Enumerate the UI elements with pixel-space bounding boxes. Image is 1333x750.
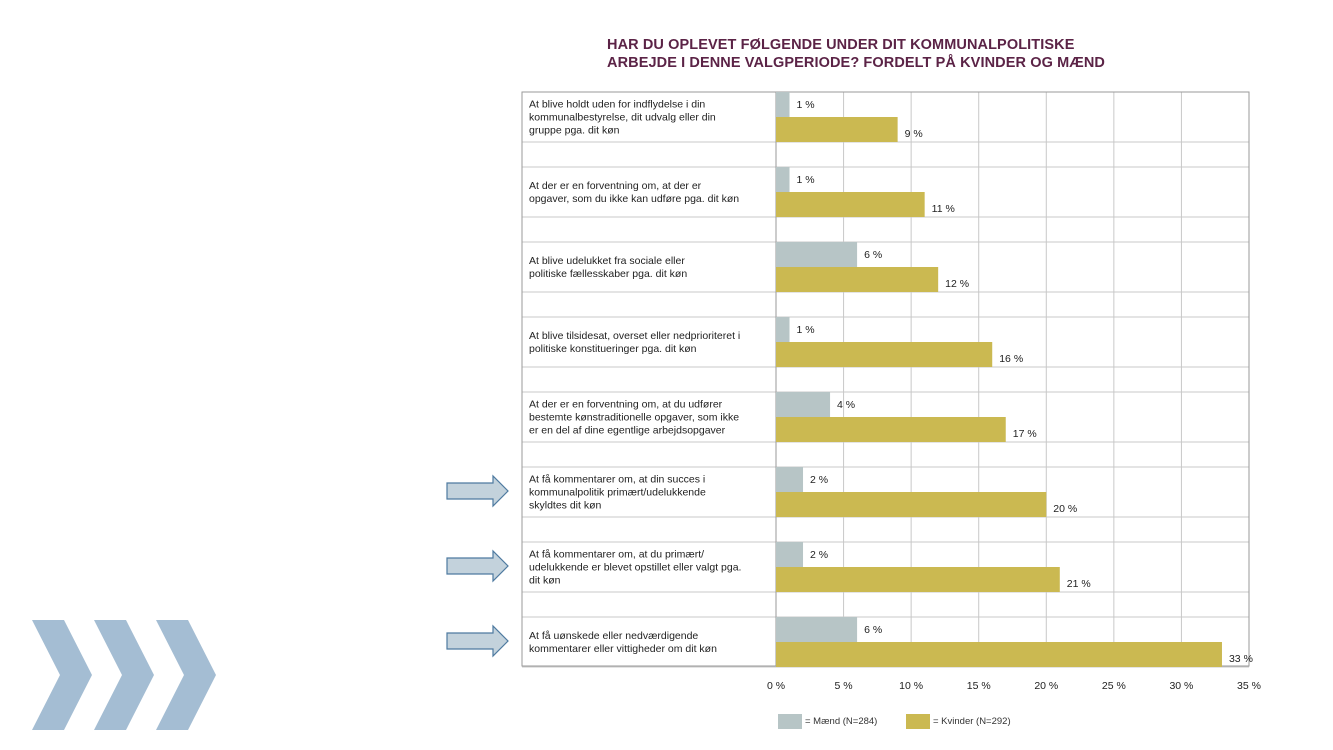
x-tick-label: 35 % xyxy=(1237,680,1261,692)
category-label-line: opgaver, som du ikke kan udføre pga. dit… xyxy=(529,193,739,205)
chart-title-line-1: HAR DU OPLEVET FØLGENDE UNDER DIT KOMMUN… xyxy=(607,37,1075,53)
bar-value-label: 6 % xyxy=(864,249,882,261)
category-label-line: kommentarer eller vittigheder om dit køn xyxy=(529,643,717,655)
category-label-line: politiske konstitueringer pga. dit køn xyxy=(529,343,697,355)
bar-maend xyxy=(776,617,858,642)
bar-maend xyxy=(776,317,790,342)
category-label: At der er en forventning om, at der er op… xyxy=(529,180,739,205)
bar-value-label: 2 % xyxy=(810,549,828,561)
bar-kvinder xyxy=(776,117,898,142)
bar-kvinder xyxy=(776,642,1222,667)
legend-label-maend: = Mænd (N=284) xyxy=(805,716,878,727)
category-label-line: At blive tilsidesat, overset eller nedpr… xyxy=(529,330,740,342)
bar-value-label: 9 % xyxy=(905,128,923,140)
x-tick-label: 15 % xyxy=(967,680,991,692)
category-label-line: At blive udelukket fra sociale eller xyxy=(529,255,685,267)
bar-value-label: 1 % xyxy=(797,174,815,186)
category-label-line: At der er en forventning om, at der er xyxy=(529,180,702,192)
row-spacer xyxy=(522,517,1249,542)
x-tick-label: 0 % xyxy=(767,680,785,692)
row-spacer xyxy=(522,292,1249,317)
chart-title-line-2: ARBEJDE I DENNE VALGPERIODE? FORDELT PÅ … xyxy=(607,55,1105,71)
category-label-line: At der er en forventning om, at du udfør… xyxy=(529,399,723,411)
row-spacer xyxy=(522,142,1249,167)
legend-item-kvinder: = Kvinder (N=292) xyxy=(906,714,1011,729)
category-label: At få uønskede eller nedværdigende kommen… xyxy=(529,630,717,655)
category-label-line: udelukkende er blevet opstillet eller va… xyxy=(529,562,741,574)
row-spacer xyxy=(522,667,1249,692)
x-tick-label: 25 % xyxy=(1102,680,1126,692)
bar-maend xyxy=(776,92,790,117)
category-label-line: dit køn xyxy=(529,575,561,587)
chevron-decoration xyxy=(32,620,216,730)
category-label: At blive holdt uden for indflydelse i di… xyxy=(529,99,716,137)
category-label-line: At få kommentarer om, at du primært/ xyxy=(529,549,704,561)
chevron-right-icon xyxy=(156,620,216,730)
right-arrow-icon xyxy=(446,549,509,583)
category-label-line: skyldtes dit køn xyxy=(529,500,602,512)
bar-maend xyxy=(776,392,831,417)
bar-maend xyxy=(776,542,804,567)
bar-kvinder xyxy=(776,567,1060,592)
bar-value-label: 11 % xyxy=(932,203,955,215)
chart-title: HAR DU OPLEVET FØLGENDE UNDER DIT KOMMUN… xyxy=(607,36,1207,72)
category-label-line: At få uønskede eller nedværdigende xyxy=(529,630,698,642)
category-label: At få kommentarer om, at du primært/udel… xyxy=(529,549,741,587)
legend-swatch-kvinder xyxy=(906,714,930,729)
legend-label-kvinder: = Kvinder (N=292) xyxy=(933,716,1011,727)
bar-value-label: 16 % xyxy=(999,353,1023,365)
right-arrow-icon xyxy=(446,624,509,658)
chevron-right-icon xyxy=(94,620,154,730)
bar-maend xyxy=(776,467,804,492)
row-spacer xyxy=(522,592,1249,617)
bar-value-label: 6 % xyxy=(864,624,882,636)
category-label-line: kommunalpolitik primært/udelukkende xyxy=(529,487,706,499)
category-label-line: politiske fællesskaber pga. dit køn xyxy=(529,268,687,280)
row-spacer xyxy=(522,217,1249,242)
bar-value-label: 1 % xyxy=(797,324,815,336)
bar-value-label: 4 % xyxy=(837,399,855,411)
bar-maend xyxy=(776,167,790,192)
row-spacer xyxy=(522,367,1249,392)
bar-value-label: 12 % xyxy=(945,278,969,290)
legend-item-maend: = Mænd (N=284) xyxy=(778,714,877,729)
bar-value-label: 17 % xyxy=(1013,428,1037,440)
right-arrow-icon xyxy=(446,474,509,508)
x-tick-label: 20 % xyxy=(1034,680,1058,692)
category-label-line: kommunalbestyrelse, dit udvalg eller din xyxy=(529,112,716,124)
bar-kvinder xyxy=(776,342,993,367)
category-label-line: At blive holdt uden for indflydelse i di… xyxy=(529,99,705,111)
category-label-line: bestemte kønstraditionelle opgaver, som … xyxy=(529,412,739,424)
bar-value-label: 20 % xyxy=(1053,503,1077,515)
category-label-line: er en del af dine egentlige arbejdsopgav… xyxy=(529,425,726,437)
category-label: At blive tilsidesat, overset eller nedpr… xyxy=(529,330,740,355)
bar-maend xyxy=(776,242,858,267)
bar-kvinder xyxy=(776,417,1006,442)
category-label: At der er en forventning om, at du udfør… xyxy=(529,399,739,437)
bar-kvinder xyxy=(776,267,939,292)
category-label: At få kommentarer om, at din succes i kom… xyxy=(529,474,706,512)
bar-kvinder xyxy=(776,192,925,217)
row-spacer xyxy=(522,442,1249,467)
bar-value-label: 33 % xyxy=(1229,653,1253,665)
bar-value-label: 21 % xyxy=(1067,578,1091,590)
bar-kvinder xyxy=(776,492,1047,517)
category-label: At blive udelukket fra sociale eller poli… xyxy=(529,255,687,280)
chevron-right-icon xyxy=(32,620,92,730)
category-label-line: At få kommentarer om, at din succes i xyxy=(529,474,705,486)
bar-value-label: 2 % xyxy=(810,474,828,486)
legend-swatch-maend xyxy=(778,714,802,729)
x-tick-label: 30 % xyxy=(1169,680,1193,692)
x-tick-label: 5 % xyxy=(835,680,853,692)
x-tick-label: 10 % xyxy=(899,680,923,692)
bar-value-label: 1 % xyxy=(797,99,815,111)
category-label-line: gruppe pga. dit køn xyxy=(529,125,620,137)
